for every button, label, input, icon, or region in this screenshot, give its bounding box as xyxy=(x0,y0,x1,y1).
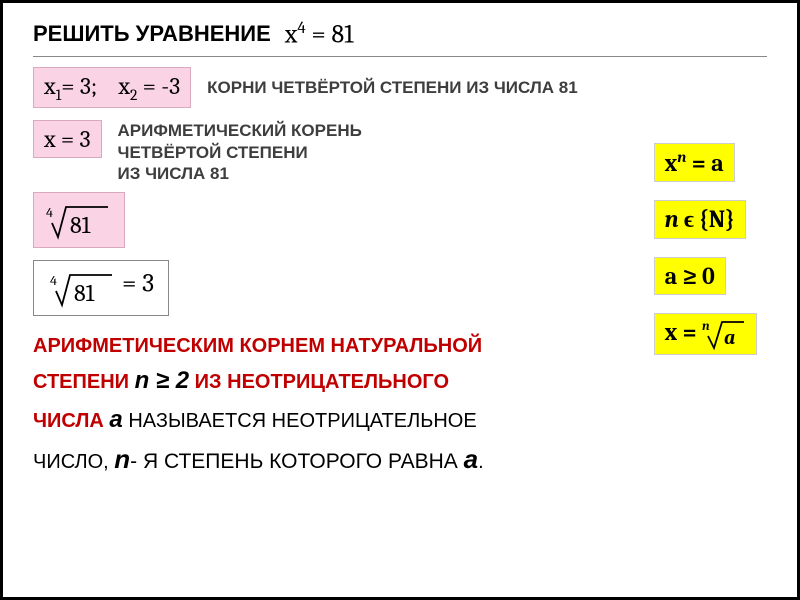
generic-eq3: a ≥ 0 xyxy=(654,257,726,295)
solutions-desc: КОРНИ ЧЕТВЁРТОЙ СТЕПЕНИ ИЗ ЧИСЛА 81 xyxy=(207,77,578,98)
title-row: РЕШИТЬ УРАВНЕНИЕ x4 = 81 xyxy=(33,19,767,57)
arith-root-desc: АРИФМЕТИЧЕСКИЙ КОРЕНЬ ЧЕТВЁРТОЙ СТЕПЕНИ … xyxy=(118,120,362,184)
title-action: РЕШИТЬ УРАВНЕНИЕ xyxy=(33,21,271,47)
solutions-box: x1= 3; x2 = -3 xyxy=(33,67,191,109)
radical-icon: 4 81 xyxy=(44,199,114,241)
radical-result: = 3 xyxy=(122,269,154,299)
solutions-row: x1= 3; x2 = -3 КОРНИ ЧЕТВЁРТОЙ СТЕПЕНИ И… xyxy=(33,67,767,109)
svg-text:n: n xyxy=(702,319,710,334)
radical-box: 4 81 xyxy=(33,192,125,248)
svg-text:4: 4 xyxy=(50,272,57,289)
radical-eq-box: 4 81 = 3 xyxy=(33,260,169,316)
right-column: xn = a n ϵ {N} a ≥ 0 x = n a xyxy=(654,143,757,365)
title-equation: x4 = 81 xyxy=(285,19,354,50)
generic-eq2: n ϵ {N} xyxy=(654,200,746,239)
radical-eq-icon: 4 81 xyxy=(48,267,118,309)
svg-text:81: 81 xyxy=(70,211,91,239)
svg-text:4: 4 xyxy=(46,204,53,221)
generic-eq4: x = n a xyxy=(654,313,757,355)
svg-text:81: 81 xyxy=(74,279,95,307)
generic-eq1: xn = a xyxy=(654,143,735,182)
svg-text:a: a xyxy=(724,326,735,349)
generic-radical-icon: n a xyxy=(702,316,746,352)
arith-root-box: x = 3 xyxy=(33,120,102,158)
